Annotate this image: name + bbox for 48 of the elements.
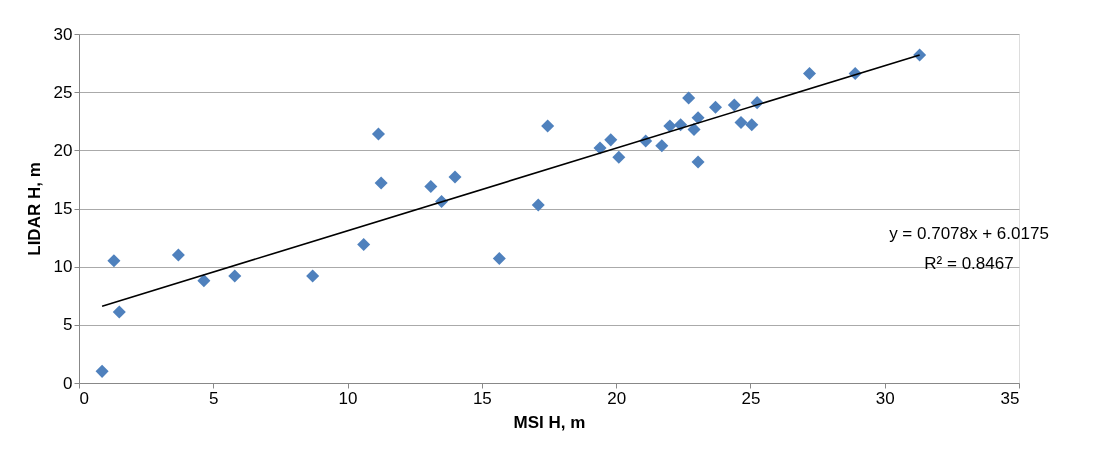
y-tick-label: 15 [53,199,73,218]
x-tick-label: 10 [338,388,358,408]
point [95,364,109,378]
point [682,91,696,105]
point [691,155,705,169]
annotation: R² = 0.8467 [924,254,1014,273]
x-tick-label: 25 [741,388,761,408]
point [655,139,669,153]
point [306,269,320,283]
point [107,254,121,268]
y-axis-title: LIDAR H, m [24,162,44,256]
point [228,269,242,283]
point [593,141,607,155]
point [727,98,741,112]
point [424,179,438,193]
y-tick-label: 20 [53,140,73,160]
point [691,111,705,125]
point [745,118,759,132]
x-tick-label: 5 [209,388,219,408]
y-tick-label: 0 [63,373,73,393]
point [374,176,388,190]
x-tick-label: 20 [607,388,627,408]
point [171,248,185,262]
x-tick-label: 35 [1000,388,1020,408]
point [448,170,462,184]
annotation: y = 0.7078x + 6.0175 [889,224,1049,243]
point [541,119,555,133]
point [492,252,506,266]
y-tick-label: 5 [63,315,73,335]
point [709,100,723,114]
y-tick-label: 30 [53,24,73,44]
point [112,305,126,319]
point [357,238,371,252]
point [663,119,677,133]
x-tick-label: 30 [875,388,895,408]
point [734,115,748,129]
point [371,127,385,141]
x-tick-label: 15 [472,388,492,408]
x-tick-label: 0 [79,388,89,408]
y-tick-label: 25 [53,82,73,102]
point [604,133,618,147]
point [612,150,626,164]
point [803,67,817,81]
point [531,198,545,212]
point [197,274,211,288]
y-tick-label: 10 [53,257,73,277]
x-axis-title: MSI H, m [513,412,586,432]
point [687,122,701,136]
